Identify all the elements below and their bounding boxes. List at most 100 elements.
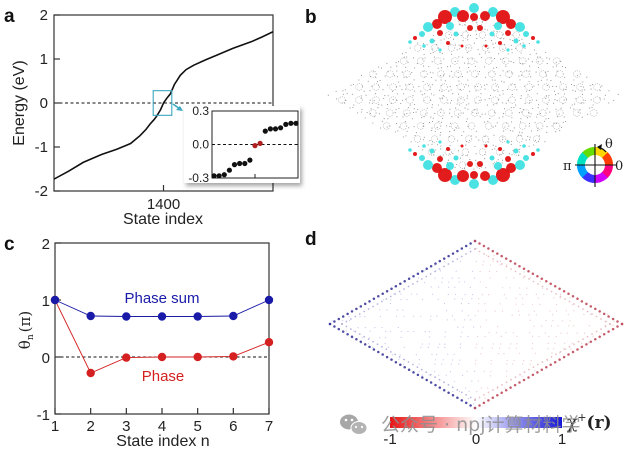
lattice-site [484, 113, 486, 115]
lattice-site [515, 297, 517, 299]
lattice-site [473, 277, 476, 279]
lattice-site [447, 293, 449, 296]
lattice-site [440, 145, 442, 147]
color-wheel-zero-label: 0 [615, 159, 623, 174]
edge-site [474, 399, 476, 401]
corner-state-site [413, 36, 417, 40]
lattice-site [548, 58, 550, 60]
inset-data-point [262, 128, 268, 134]
lattice-site [516, 343, 518, 345]
lattice-site [458, 281, 460, 283]
edge-site [425, 371, 428, 373]
data-point-phase-sum [122, 312, 131, 321]
lattice-site [592, 84, 594, 86]
lattice-site [405, 52, 407, 54]
edge-site [573, 343, 575, 346]
lattice-site [565, 310, 567, 312]
lattice-site [439, 343, 441, 345]
lattice-site [489, 118, 491, 120]
lattice-site [441, 52, 443, 54]
edge-site [447, 263, 450, 265]
lattice-site [421, 298, 424, 300]
lattice-site [448, 153, 450, 155]
panel-c-x-tick-label: 2 [86, 418, 94, 435]
lattice-ring [474, 96, 482, 104]
lattice-site [439, 134, 441, 136]
lattice-site [477, 85, 479, 87]
lattice-site [537, 80, 539, 83]
lattice-site [484, 121, 486, 123]
edge-site [582, 308, 584, 310]
lattice-site [484, 335, 486, 338]
lattice-ring [403, 70, 411, 78]
lattice-ring [369, 70, 377, 78]
corner-state-site [437, 156, 443, 162]
edge-site [381, 300, 383, 303]
lattice-site [499, 154, 501, 156]
lattice-site [484, 52, 486, 54]
lattice-site [499, 303, 501, 305]
lattice-site [511, 52, 513, 54]
edge-site [345, 325, 348, 328]
lattice-site [476, 21, 478, 23]
lattice-site [522, 303, 524, 305]
lattice-site [546, 108, 548, 110]
lattice-site [503, 294, 505, 296]
lattice-site [479, 53, 481, 55]
lattice-site [449, 75, 451, 77]
lattice-site [486, 254, 488, 256]
edge-site [407, 368, 411, 372]
lattice-ring [516, 44, 524, 52]
edge-site [594, 338, 597, 341]
lattice-site [479, 281, 481, 283]
edge-site [434, 376, 436, 379]
lattice-site [584, 332, 586, 334]
lattice-site [559, 130, 561, 132]
lattice-site [378, 66, 380, 68]
lattice-site [539, 56, 541, 58]
lattice-site [539, 280, 541, 282]
lattice-ring [430, 135, 439, 143]
lattice-site [451, 315, 453, 317]
lattice-site [387, 346, 389, 348]
lattice-site [352, 106, 354, 109]
lattice-site [350, 84, 352, 86]
lattice-site [374, 116, 376, 118]
edge-site [403, 288, 405, 290]
lattice-site [384, 75, 386, 77]
edge-site [527, 269, 530, 273]
lattice-site [431, 130, 433, 132]
lattice-site [555, 122, 558, 124]
lattice-site [459, 347, 461, 349]
lattice-site [537, 84, 539, 86]
lattice-site [474, 65, 476, 68]
edge-site [358, 333, 361, 335]
edge-site [523, 371, 526, 373]
edge-site [465, 253, 467, 255]
corner-state-site [506, 140, 510, 144]
lattice-site [427, 144, 429, 146]
lattice-site [519, 148, 521, 150]
data-point-phase [229, 352, 238, 361]
edge-site [412, 363, 414, 366]
edge-site [604, 320, 607, 323]
lattice-site [527, 135, 529, 137]
edge-site [523, 275, 526, 278]
lattice-site [395, 62, 397, 64]
edge-site [602, 332, 606, 336]
edge-site [394, 353, 397, 356]
lattice-site [389, 302, 391, 305]
lattice-site [467, 39, 469, 41]
lattice-site [361, 337, 363, 339]
lattice-site [520, 97, 522, 99]
lattice-site [438, 89, 441, 91]
lattice-site [453, 353, 455, 355]
lattice-ring [471, 109, 479, 117]
lattice-site [399, 354, 401, 356]
lattice-site [576, 74, 578, 76]
lattice-ring [559, 83, 567, 91]
lattice-site [533, 144, 535, 146]
lattice-site [349, 107, 351, 109]
edge-site [420, 368, 423, 371]
lattice-site [506, 363, 508, 365]
